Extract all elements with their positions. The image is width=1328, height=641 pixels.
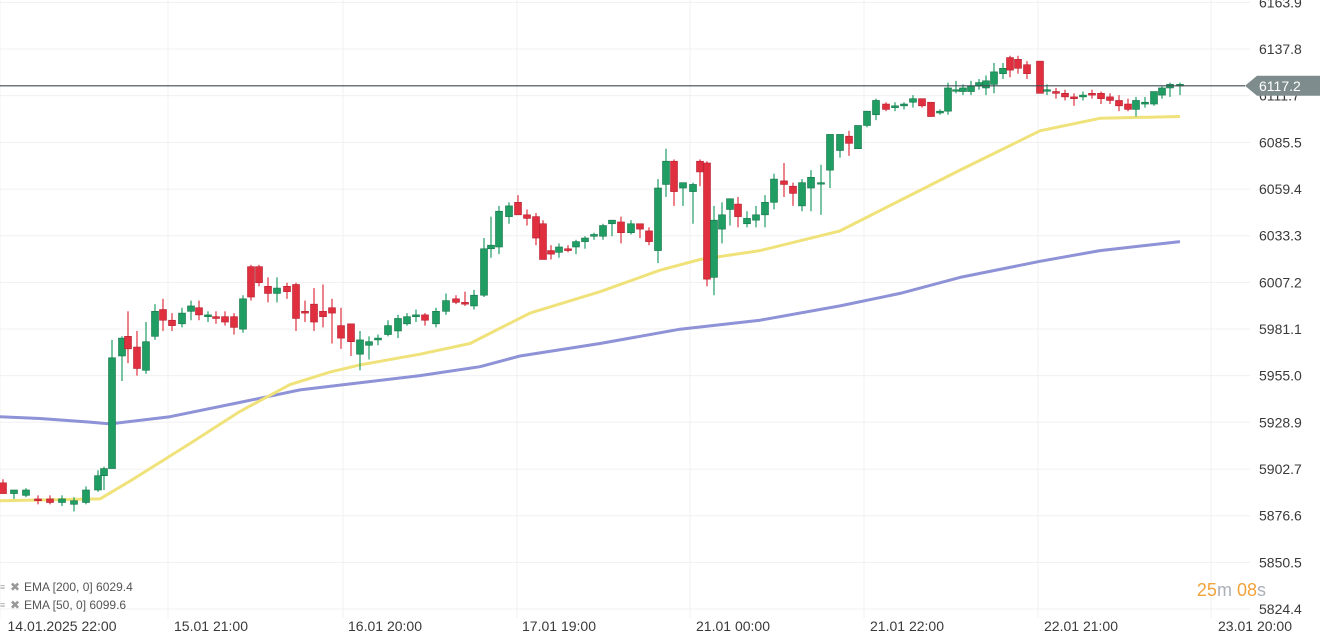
legend-label: EMA [200, 0] 6029.4 <box>24 580 133 594</box>
x-tick-label: 21.01 22:00 <box>870 618 944 634</box>
y-tick-label: 5850.5 <box>1259 554 1302 570</box>
y-tick-label: 6085.5 <box>1259 134 1302 150</box>
legend-item-ema200: ≡ ✖ EMA [200, 0] 6029.4 <box>0 580 133 594</box>
ema200-line <box>0 240 1181 426</box>
x-tick-label: 23.01 20:00 <box>1218 618 1292 634</box>
drag-handle-icon[interactable]: ≡ <box>0 600 6 610</box>
y-tick-label: 5981.1 <box>1259 321 1302 337</box>
y-tick-label: 6163.9 <box>1259 0 1302 10</box>
y-tick-label: 5902.7 <box>1259 461 1302 477</box>
y-tick-label: 5955.0 <box>1259 368 1302 384</box>
drag-handle-icon[interactable]: ≡ <box>0 582 6 592</box>
x-tick-label: 17.01 19:00 <box>522 618 596 634</box>
x-tick-label: 21.01 00:00 <box>696 618 770 634</box>
close-icon[interactable]: ✖ <box>10 580 21 594</box>
x-tick-label: 15.01 21:00 <box>174 618 248 634</box>
candle-countdown-timer: 25m 08s <box>1196 580 1266 600</box>
y-tick-label: 5928.9 <box>1259 414 1302 430</box>
y-tick-label: 6059.4 <box>1259 181 1302 197</box>
legend-label: EMA [50, 0] 6099.6 <box>24 598 127 612</box>
y-tick-label: 6033.3 <box>1259 228 1302 244</box>
y-tick-label: 5876.6 <box>1259 508 1302 524</box>
current-price-tag <box>1245 75 1320 96</box>
x-tick-label: 22.01 21:00 <box>1044 618 1118 634</box>
current-price-value: 6117.2 <box>1259 78 1301 94</box>
ema50-line <box>0 115 1181 503</box>
y-tick-label: 5824.4 <box>1259 601 1302 617</box>
x-tick-label: 14.01.2025 22:00 <box>8 618 117 634</box>
y-tick-label: 6007.2 <box>1259 274 1302 290</box>
y-tick-label: 6137.8 <box>1259 41 1302 57</box>
x-tick-label: 16.01 20:00 <box>348 618 422 634</box>
legend-item-ema50: ≡ ✖ EMA [50, 0] 6099.6 <box>0 598 126 612</box>
close-icon[interactable]: ✖ <box>10 598 21 612</box>
candles <box>0 55 1184 512</box>
